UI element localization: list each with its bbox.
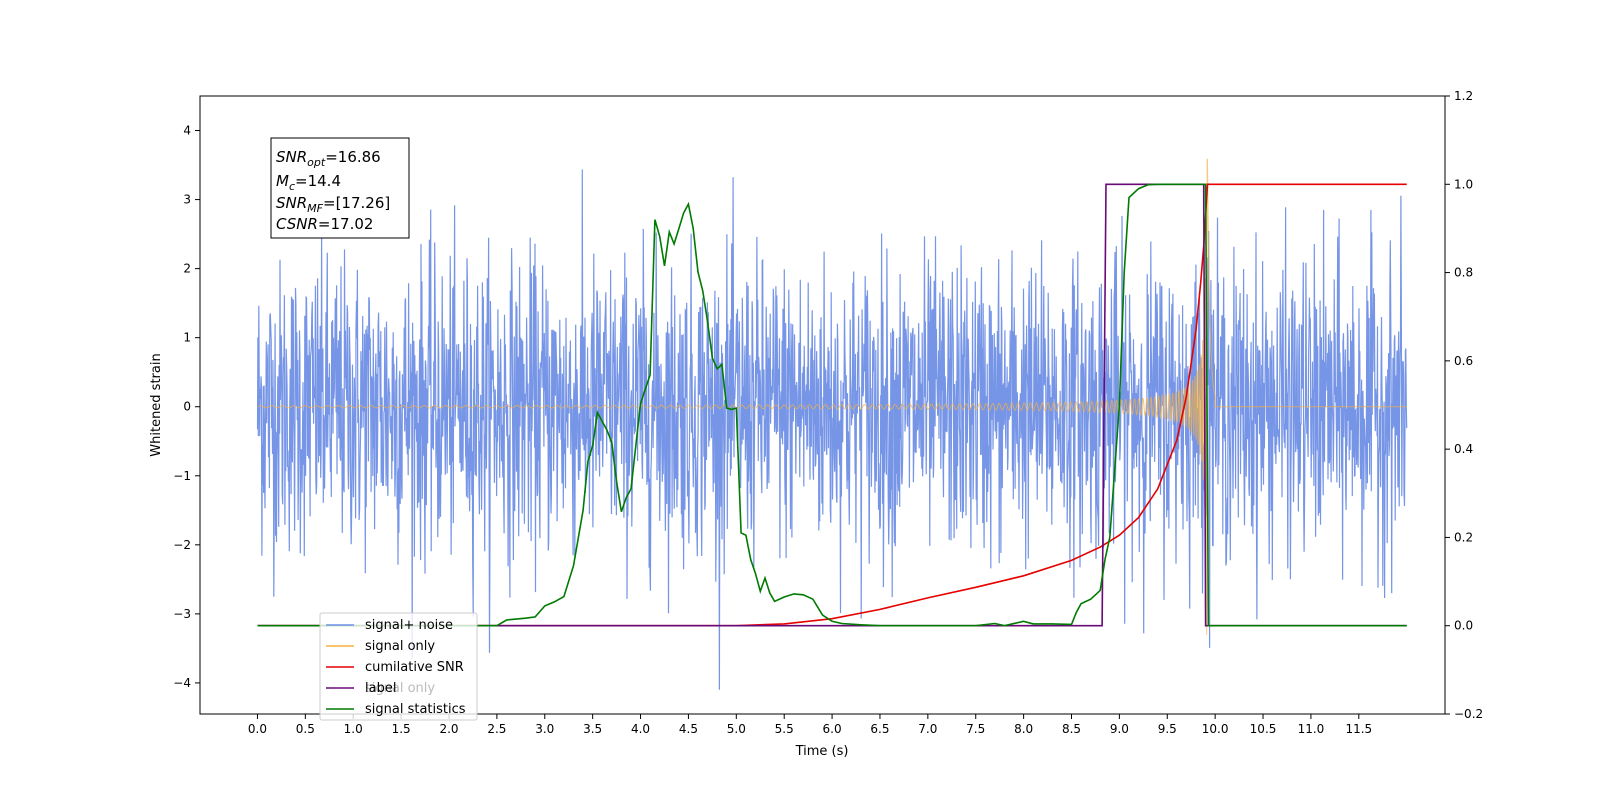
y-axis-label: Whitened strain <box>149 353 164 456</box>
y-tick-label: 1 <box>183 331 191 345</box>
annotation-box: SNRopt=16.86 Mc=14.4 SNRMF=[17.26] CSNR=… <box>270 137 410 239</box>
x-tick-label: 4.0 <box>631 722 650 736</box>
y-tick-label: −1 <box>173 469 191 483</box>
y-axis-left: −4 −3 −2 −1 0 1 2 3 4 <box>173 124 200 690</box>
x-tick-label: 10.5 <box>1250 722 1277 736</box>
x-tick-label: 0.5 <box>296 722 315 736</box>
x-tick-label: 5.5 <box>775 722 794 736</box>
series-signal-statistics <box>257 183 1407 627</box>
y2-tick-label: 1.0 <box>1454 177 1473 191</box>
x-tick-label: 7.5 <box>966 722 985 736</box>
y2-tick-label: 0.0 <box>1454 619 1473 633</box>
legend-entry: signal only <box>326 639 435 654</box>
x-tick-label: 0.0 <box>248 722 267 736</box>
y2-tick-label: 0.2 <box>1454 530 1473 544</box>
x-tick-label: 8.0 <box>1014 722 1033 736</box>
series-signal-only <box>257 158 1407 635</box>
plot-series <box>256 158 1408 690</box>
legend-label: label <box>365 681 396 696</box>
x-tick-label: 2.5 <box>487 722 506 736</box>
x-tick-label: 1.0 <box>344 722 363 736</box>
y-axis-right: −0.2 0.0 0.2 0.4 0.6 0.8 1.0 1.2 <box>1445 89 1483 721</box>
x-axis: 0.0 0.5 1.0 1.5 2.0 2.5 3.0 3.5 4.0 4.5 5.0 5.5 6.0 6… <box>248 714 1372 736</box>
y2-tick-label: 0.8 <box>1454 266 1473 280</box>
x-axis-label: Time (s) <box>795 744 849 759</box>
x-tick-label: 9.5 <box>1158 722 1177 736</box>
x-tick-label: 1.5 <box>392 722 411 736</box>
legend-label: signal+ noise <box>365 618 453 633</box>
legend-entry: signal only label <box>326 681 435 696</box>
legend: signal+ noise signal only cumilative SNR… <box>319 612 478 721</box>
legend-label: cumilative SNR <box>365 660 464 675</box>
y-tick-label: 3 <box>183 193 191 207</box>
y2-tick-label: 0.4 <box>1454 442 1473 456</box>
y-tick-label: −2 <box>173 538 191 552</box>
x-tick-label: 5.0 <box>727 722 746 736</box>
y-tick-label: 0 <box>183 400 191 414</box>
annotation-line: Mc=14.4 <box>276 172 341 193</box>
y-tick-label: −3 <box>173 607 191 621</box>
x-tick-label: 6.5 <box>870 722 889 736</box>
x-tick-label: 8.5 <box>1062 722 1081 736</box>
x-tick-label: 9.0 <box>1110 722 1129 736</box>
x-tick-label: 11.0 <box>1298 722 1325 736</box>
legend-label: signal statistics <box>365 702 466 717</box>
x-tick-label: 7.0 <box>918 722 937 736</box>
legend-entry: cumilative SNR <box>326 660 464 675</box>
x-tick-label: 10.0 <box>1202 722 1229 736</box>
x-tick-label: 3.5 <box>583 722 602 736</box>
x-tick-label: 11.5 <box>1345 722 1372 736</box>
y2-tick-label: 0.6 <box>1454 354 1473 368</box>
y-tick-label: 4 <box>183 124 191 138</box>
y-tick-label: 2 <box>183 262 191 276</box>
x-tick-label: 4.5 <box>679 722 698 736</box>
y2-tick-label: −0.2 <box>1454 707 1483 721</box>
x-tick-label: 2.0 <box>439 722 458 736</box>
series-signal-noise <box>256 169 1408 690</box>
legend-entry: signal statistics <box>326 702 466 717</box>
annotation-line: SNRopt=16.86 <box>276 148 381 169</box>
legend-entry: signal+ noise <box>326 618 453 633</box>
y2-tick-label: 1.2 <box>1454 89 1473 103</box>
plot-frame <box>199 95 1446 715</box>
annotation-line: CSNR=17.02 <box>276 215 373 233</box>
legend-ghost-label: signal only <box>365 681 435 696</box>
x-tick-label: 3.0 <box>535 722 554 736</box>
y-tick-label: −4 <box>173 676 191 690</box>
annotation-line: SNRMF=[17.26] <box>276 194 390 215</box>
legend-label: signal only <box>365 639 435 654</box>
x-tick-label: 6.0 <box>823 722 842 736</box>
